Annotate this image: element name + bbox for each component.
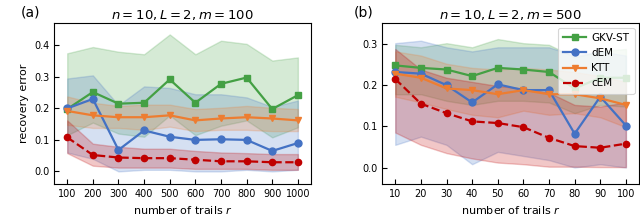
GKV-ST bbox=[596, 76, 604, 79]
GKV-ST bbox=[166, 78, 173, 81]
Text: (a): (a) bbox=[21, 6, 40, 20]
cEM bbox=[115, 156, 122, 159]
dEM bbox=[520, 89, 527, 91]
cEM bbox=[294, 161, 301, 164]
GKV-ST bbox=[417, 66, 425, 69]
GKV-ST bbox=[89, 91, 97, 93]
cEM bbox=[417, 102, 425, 105]
GKV-ST bbox=[392, 64, 399, 67]
GKV-ST bbox=[63, 108, 71, 110]
KTT bbox=[443, 87, 451, 90]
KTT bbox=[571, 93, 579, 96]
Line: GKV-ST: GKV-ST bbox=[64, 74, 301, 113]
KTT bbox=[468, 89, 476, 91]
KTT bbox=[191, 119, 199, 122]
dEM bbox=[115, 149, 122, 151]
KTT bbox=[520, 89, 527, 91]
dEM bbox=[571, 132, 579, 135]
KTT bbox=[140, 116, 148, 119]
cEM bbox=[217, 160, 225, 163]
KTT bbox=[494, 93, 502, 96]
GKV-ST bbox=[191, 101, 199, 104]
GKV-ST bbox=[571, 87, 579, 90]
KTT bbox=[63, 109, 71, 112]
GKV-ST bbox=[443, 68, 451, 71]
Legend: GKV-ST, dEM, KTT, cEM: GKV-ST, dEM, KTT, cEM bbox=[558, 28, 634, 94]
dEM bbox=[243, 138, 250, 141]
KTT bbox=[392, 72, 399, 75]
Line: dEM: dEM bbox=[392, 68, 629, 137]
KTT bbox=[115, 116, 122, 119]
cEM bbox=[191, 158, 199, 161]
dEM bbox=[89, 98, 97, 100]
GKV-ST bbox=[545, 71, 553, 73]
Text: (b): (b) bbox=[355, 6, 374, 20]
KTT bbox=[166, 114, 173, 117]
KTT bbox=[545, 93, 553, 96]
KTT bbox=[89, 114, 97, 117]
Line: dEM: dEM bbox=[64, 95, 301, 154]
dEM bbox=[468, 101, 476, 104]
dEM bbox=[294, 142, 301, 144]
X-axis label: number of trails $r$: number of trails $r$ bbox=[132, 204, 232, 216]
cEM bbox=[520, 126, 527, 128]
Line: GKV-ST: GKV-ST bbox=[392, 62, 629, 92]
Line: cEM: cEM bbox=[64, 134, 301, 165]
GKV-ST bbox=[217, 83, 225, 85]
dEM bbox=[268, 150, 276, 152]
KTT bbox=[596, 97, 604, 100]
dEM bbox=[596, 95, 604, 98]
cEM bbox=[468, 120, 476, 123]
KTT bbox=[243, 116, 250, 119]
cEM bbox=[545, 136, 553, 139]
dEM bbox=[166, 135, 173, 138]
GKV-ST bbox=[243, 76, 250, 79]
KTT bbox=[268, 117, 276, 120]
GKV-ST bbox=[622, 76, 630, 79]
GKV-ST bbox=[140, 101, 148, 104]
cEM bbox=[140, 157, 148, 159]
GKV-ST bbox=[268, 108, 276, 110]
KTT bbox=[217, 117, 225, 120]
KTT bbox=[294, 119, 301, 122]
cEM bbox=[443, 112, 451, 114]
cEM bbox=[571, 145, 579, 147]
dEM bbox=[443, 84, 451, 87]
dEM bbox=[392, 71, 399, 73]
Title: $n = 10, L = 2, m = 500$: $n = 10, L = 2, m = 500$ bbox=[439, 8, 582, 22]
cEM bbox=[268, 161, 276, 164]
cEM bbox=[622, 142, 630, 145]
dEM bbox=[140, 129, 148, 132]
dEM bbox=[494, 83, 502, 86]
GKV-ST bbox=[494, 66, 502, 69]
X-axis label: number of trails $r$: number of trails $r$ bbox=[461, 204, 561, 216]
Line: KTT: KTT bbox=[392, 70, 629, 108]
Title: $n = 10, L = 2, m = 100$: $n = 10, L = 2, m = 100$ bbox=[111, 8, 254, 22]
GKV-ST bbox=[520, 68, 527, 71]
dEM bbox=[63, 107, 71, 110]
GKV-ST bbox=[115, 102, 122, 105]
Line: KTT: KTT bbox=[64, 107, 301, 124]
cEM bbox=[166, 157, 173, 159]
cEM bbox=[243, 160, 250, 163]
dEM bbox=[622, 124, 630, 127]
cEM bbox=[494, 122, 502, 124]
GKV-ST bbox=[468, 75, 476, 77]
GKV-ST bbox=[294, 94, 301, 97]
dEM bbox=[545, 89, 553, 91]
KTT bbox=[417, 76, 425, 79]
KTT bbox=[622, 104, 630, 106]
Y-axis label: recovery error: recovery error bbox=[19, 64, 29, 143]
Line: cEM: cEM bbox=[392, 76, 629, 151]
dEM bbox=[191, 138, 199, 141]
cEM bbox=[63, 136, 71, 139]
dEM bbox=[417, 72, 425, 75]
cEM bbox=[392, 78, 399, 80]
dEM bbox=[217, 138, 225, 141]
cEM bbox=[89, 154, 97, 156]
cEM bbox=[596, 147, 604, 149]
